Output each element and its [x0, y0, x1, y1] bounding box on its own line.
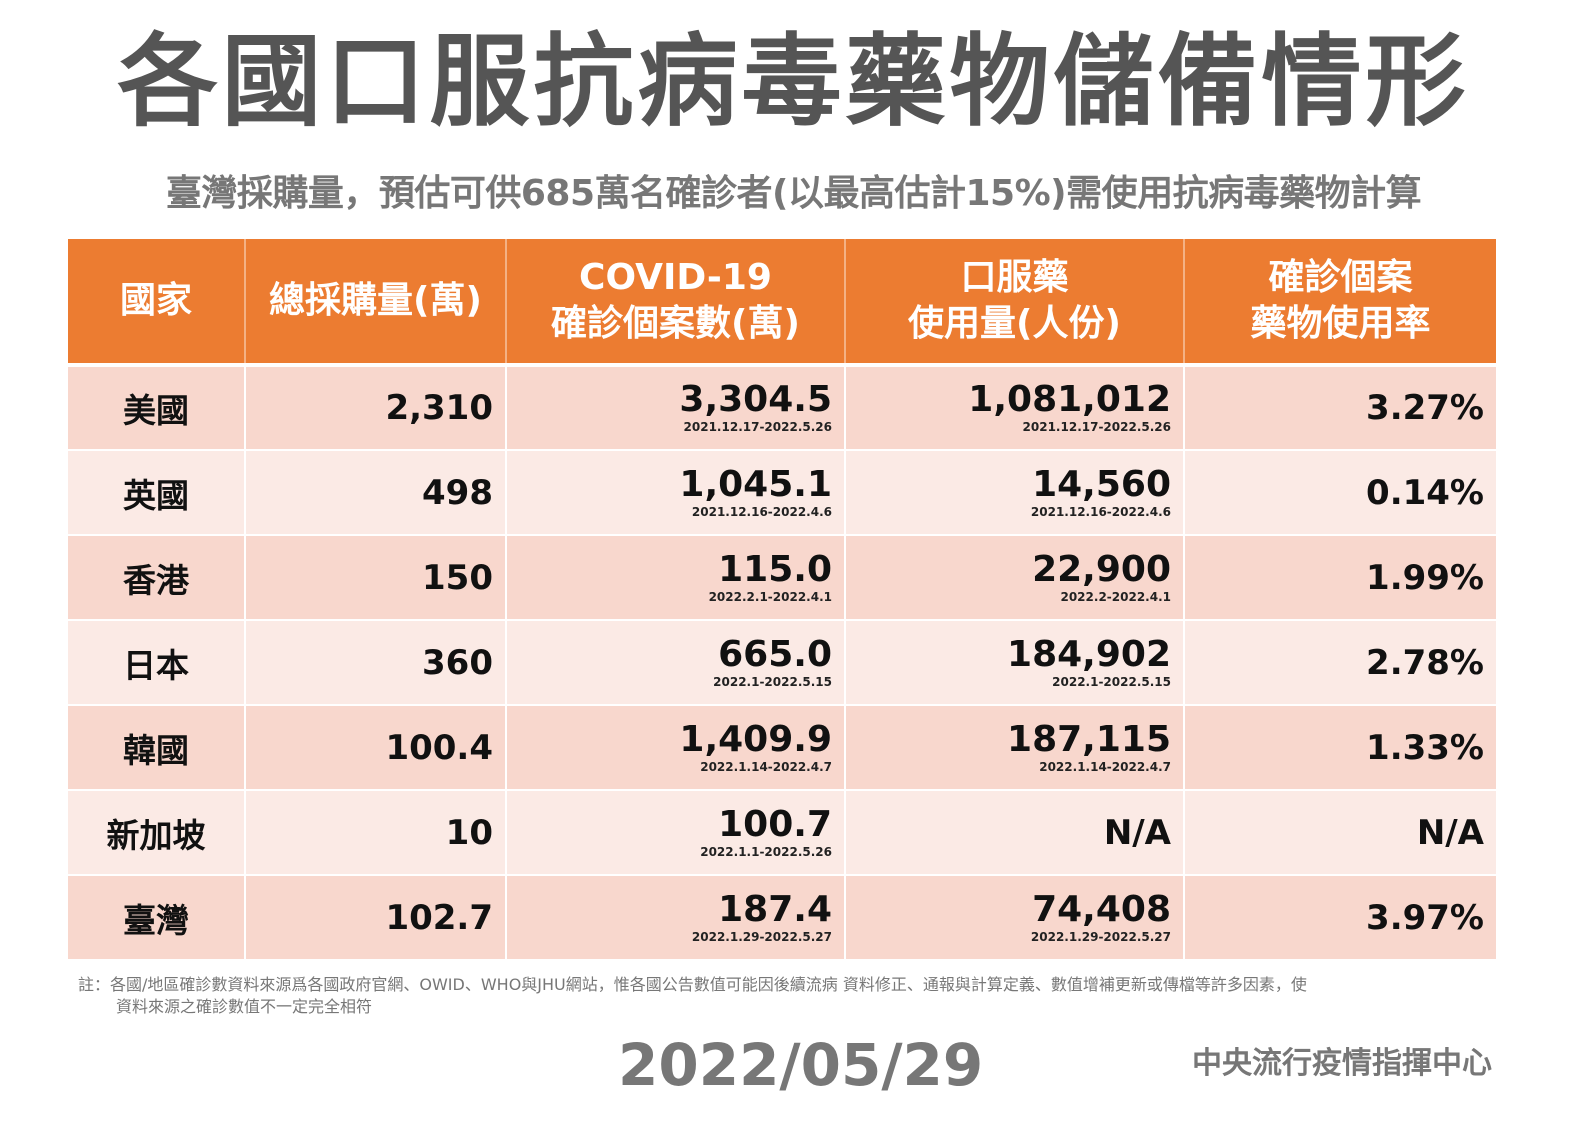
- cases-period: 2021.12.17-2022.5.26: [683, 420, 832, 434]
- table-header-row: 國家 總採購量(萬) COVID-19 確診個案數(萬) 口服藥 使用量(人份)…: [68, 239, 1496, 365]
- country-cell: 日本: [68, 620, 246, 706]
- cases-period: 2021.12.16-2022.4.6: [691, 504, 832, 519]
- usage-value: 14,560: [1032, 463, 1171, 505]
- country-cell: 美國: [68, 365, 246, 451]
- usage-period: 2022.1.29-2022.5.27: [1030, 929, 1171, 944]
- stockpile-table-container: 國家 總採購量(萬) COVID-19 確診個案數(萬) 口服藥 使用量(人份)…: [68, 239, 1496, 961]
- page-title: 各國口服抗病毒藥物儲備情形: [117, 23, 1470, 140]
- purchase-cell: 2,310: [245, 365, 507, 451]
- rate-cell: 1.33%: [1184, 705, 1496, 791]
- usage-period: 2022.1.14-2022.4.7: [1039, 759, 1171, 774]
- cases-period: 2022.1.29-2022.5.27: [691, 929, 832, 944]
- usage-value: 187,115: [1007, 718, 1171, 760]
- usage-value: 74,408: [1032, 888, 1171, 930]
- table-row: 香港 150 115.0 2022.2.1-2022.4.1 22,900 2022…: [68, 535, 1496, 621]
- cases-period: 2022.1.1-2022.5.26: [700, 844, 832, 859]
- footnote-line1: 註：各國/地區確診數資料來源爲各國政府官網、OWID、WHO與JHU網站，惟各國…: [78, 975, 1307, 994]
- rate-cell: 2.78%: [1184, 620, 1496, 706]
- usage-cell: 184,902 2022.1-2022.5.15: [845, 620, 1185, 706]
- rate-cell: 1.99%: [1184, 535, 1496, 621]
- purchase-cell: 498: [245, 450, 507, 536]
- cases-value: 115.0: [718, 548, 832, 590]
- footnote: 註：各國/地區確診數資料來源爲各國政府官網、OWID、WHO與JHU網站，惟各國…: [78, 974, 1498, 1018]
- cases-value: 100.7: [718, 803, 832, 845]
- header-label-line1: 確診個案: [1268, 257, 1413, 298]
- cases-value: 665.0: [718, 633, 832, 675]
- rate-cell: 3.27%: [1184, 365, 1496, 451]
- rate-cell: 3.97%: [1184, 875, 1496, 961]
- cases-cell: 1,045.1 2021.12.16-2022.4.6: [506, 450, 846, 536]
- cases-value: 1,409.9: [679, 718, 832, 760]
- header-confirmed-cases: COVID-19 確診個案數(萬): [506, 239, 846, 365]
- cases-period: 2022.2.1-2022.4.1: [708, 589, 832, 604]
- country-cell: 韓國: [68, 705, 246, 791]
- usage-period: 2022.2-2022.4.1: [1060, 589, 1171, 604]
- footnote-line2: 資料來源之確診數值不一定完全相符: [116, 997, 373, 1016]
- usage-value: 1,081,012: [968, 379, 1171, 420]
- header-label-line2: 使用量(人份): [908, 303, 1121, 344]
- usage-cell: 14,560 2021.12.16-2022.4.6: [845, 450, 1185, 536]
- header-total-purchase: 總採購量(萬): [245, 239, 507, 365]
- header-label: 總採購量(萬): [269, 280, 482, 321]
- cases-value: 3,304.5: [679, 379, 832, 420]
- organization-name: 中央流行疫情指揮中心: [1192, 1046, 1492, 1081]
- cases-cell: 187.4 2022.1.29-2022.5.27: [506, 875, 846, 961]
- header-drug-usage-rate: 確診個案 藥物使用率: [1184, 239, 1496, 365]
- usage-period: 2021.12.17-2022.5.26: [1022, 420, 1171, 434]
- header-label-line2: 確診個案數(萬): [551, 303, 800, 344]
- cases-period: 2022.1.14-2022.4.7: [700, 759, 832, 774]
- publish-date: 2022/05/29: [618, 1031, 984, 1099]
- usage-cell: 187,115 2022.1.14-2022.4.7: [845, 705, 1185, 791]
- usage-cell: 1,081,012 2021.12.17-2022.5.26: [845, 365, 1185, 451]
- usage-cell: 22,900 2022.2-2022.4.1: [845, 535, 1185, 621]
- purchase-cell: 100.4: [245, 705, 507, 791]
- usage-cell: N/A: [845, 790, 1185, 876]
- table-row: 新加坡 10 100.7 2022.1.1-2022.5.26 N/A N/A: [68, 790, 1496, 876]
- country-cell: 英國: [68, 450, 246, 536]
- cases-cell: 3,304.5 2021.12.17-2022.5.26: [506, 365, 846, 451]
- cases-cell: 665.0 2022.1-2022.5.15: [506, 620, 846, 706]
- cases-cell: 100.7 2022.1.1-2022.5.26: [506, 790, 846, 876]
- country-cell: 臺灣: [68, 875, 246, 961]
- header-oral-drug-usage: 口服藥 使用量(人份): [845, 239, 1185, 365]
- purchase-cell: 10: [245, 790, 507, 876]
- header-label-line2: 藥物使用率: [1250, 303, 1431, 344]
- table-row: 美國 2,310 3,304.5 2021.12.17-2022.5.26 1,0…: [68, 365, 1496, 451]
- country-cell: 新加坡: [68, 790, 246, 876]
- page-subtitle: 臺灣採購量，預估可供685萬名確診者(以最高估計15%)需使用抗病毒藥物計算: [165, 173, 1422, 214]
- cases-value: 1,045.1: [679, 463, 832, 505]
- rate-cell: 0.14%: [1184, 450, 1496, 536]
- cases-period: 2022.1-2022.5.15: [713, 674, 832, 689]
- purchase-cell: 102.7: [245, 875, 507, 961]
- table-row: 英國 498 1,045.1 2021.12.16-2022.4.6 14,560…: [68, 450, 1496, 536]
- cases-value: 187.4: [718, 888, 832, 930]
- header-country: 國家: [68, 239, 246, 365]
- header-label-line1: COVID-19: [579, 257, 772, 298]
- stockpile-table: 國家 總採購量(萬) COVID-19 確診個案數(萬) 口服藥 使用量(人份)…: [68, 239, 1496, 961]
- usage-value: 22,900: [1032, 548, 1171, 590]
- table-row: 韓國 100.4 1,409.9 2022.1.14-2022.4.7 187,1…: [68, 705, 1496, 791]
- usage-value: 184,902: [1007, 633, 1171, 675]
- rate-cell: N/A: [1184, 790, 1496, 876]
- purchase-cell: 360: [245, 620, 507, 706]
- header-label: 國家: [119, 280, 192, 321]
- country-cell: 香港: [68, 535, 246, 621]
- purchase-cell: 150: [245, 535, 507, 621]
- header-label-line1: 口服藥: [960, 257, 1069, 298]
- usage-period: 2022.1-2022.5.15: [1052, 674, 1171, 689]
- cases-cell: 1,409.9 2022.1.14-2022.4.7: [506, 705, 846, 791]
- usage-period: 2021.12.16-2022.4.6: [1030, 504, 1171, 519]
- usage-cell: 74,408 2022.1.29-2022.5.27: [845, 875, 1185, 961]
- table-row: 臺灣 102.7 187.4 2022.1.29-2022.5.27 74,408…: [68, 875, 1496, 961]
- cases-cell: 115.0 2022.2.1-2022.4.1: [506, 535, 846, 621]
- table-row: 日本 360 665.0 2022.1-2022.5.15 184,902 2022…: [68, 620, 1496, 706]
